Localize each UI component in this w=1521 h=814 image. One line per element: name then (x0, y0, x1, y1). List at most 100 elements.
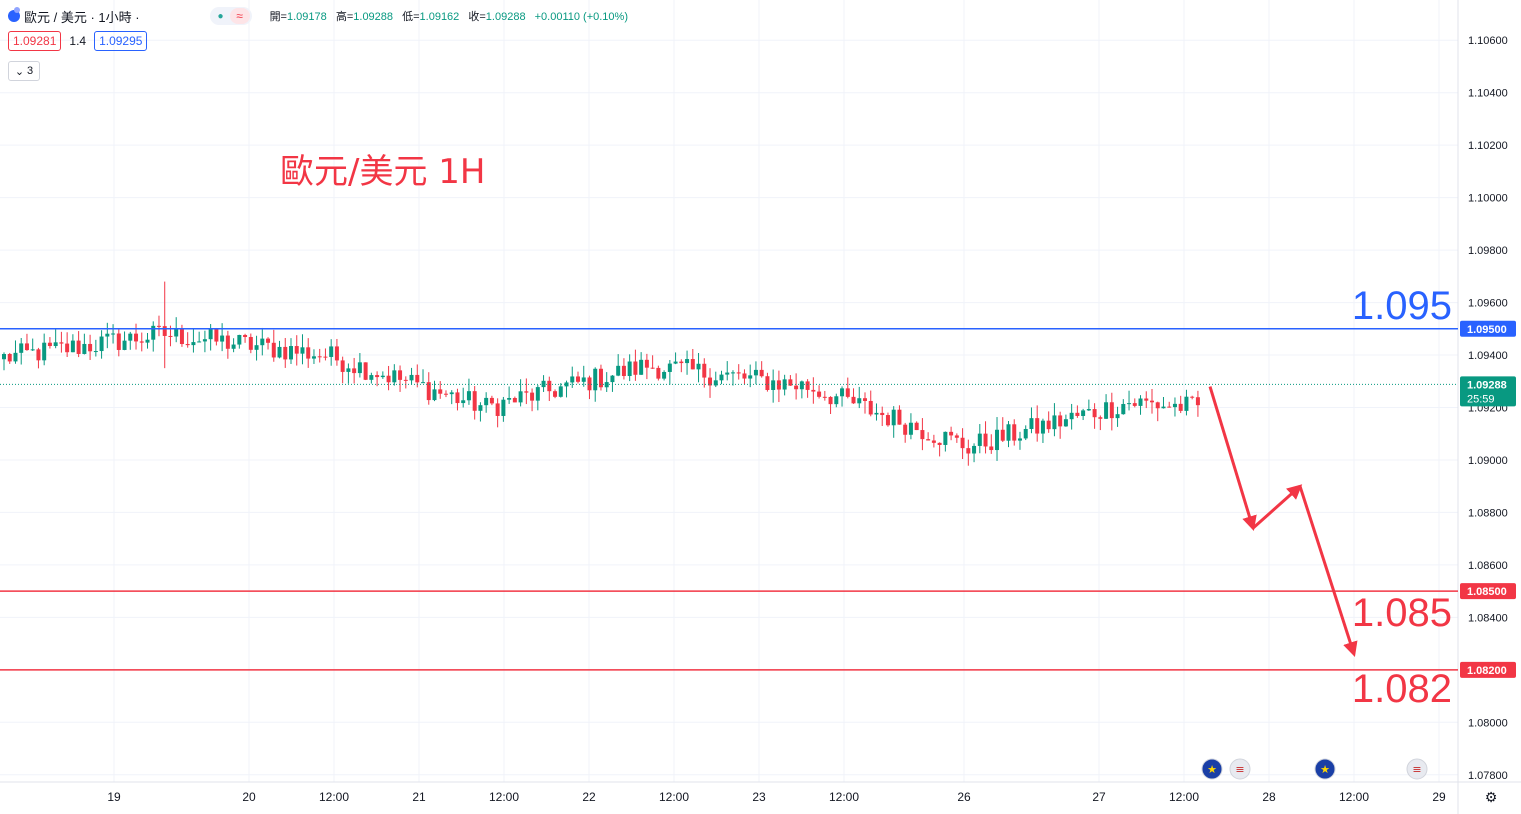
candle-body (1058, 415, 1063, 427)
candle-body (702, 363, 707, 378)
symbol-title[interactable]: 歐元 / 美元 · 1小時 · (24, 9, 140, 25)
candle-body (753, 369, 758, 376)
y-tick-label: 1.08000 (1468, 717, 1508, 729)
candle-body (857, 398, 862, 404)
candle-body (185, 344, 190, 346)
candle-body (438, 389, 443, 394)
candle-body (1104, 402, 1109, 419)
candle-body (1029, 418, 1034, 429)
candle-body (644, 359, 649, 368)
y-tick-label: 1.08600 (1468, 560, 1508, 572)
x-tick-label: 22 (582, 790, 596, 804)
candle-body (139, 341, 144, 343)
x-tick-label: 12:00 (659, 790, 689, 804)
indicators-toggle[interactable]: ⌄ 3 (8, 61, 40, 81)
candle-body (1040, 420, 1045, 434)
level-axis-tag-support-2 (1460, 661, 1516, 678)
sell-button[interactable]: 1.09281 (8, 31, 62, 51)
candle-body (306, 347, 311, 359)
candle-body (805, 381, 810, 390)
y-tick-label: 1.10600 (1468, 35, 1508, 47)
y-tick-label: 1.09800 (1468, 245, 1508, 257)
x-tick-label: 12:00 (1169, 790, 1199, 804)
candle-body (530, 392, 535, 401)
candle-body (1063, 419, 1068, 427)
candle-body (76, 340, 81, 354)
ohlc-open-label: 開= (269, 11, 287, 23)
candle-body (954, 435, 959, 438)
candle-body (776, 380, 781, 390)
currency-pair-icon (8, 7, 20, 22)
candle-body (667, 363, 672, 372)
candle-body (581, 377, 586, 382)
candle-body (633, 361, 638, 375)
level-axis-tag-support-1 (1460, 583, 1516, 600)
candle-body (742, 373, 747, 379)
candle-body (151, 325, 156, 340)
candle-body (880, 412, 885, 416)
candle-body (1017, 438, 1022, 441)
candle-body (283, 346, 288, 360)
candle-body (461, 400, 466, 404)
candle-body (989, 446, 994, 451)
candle-body (1000, 429, 1005, 441)
candle-body (59, 342, 64, 344)
buy-button[interactable]: 1.09295 (94, 31, 148, 51)
status-pill[interactable]: ● ≈ (209, 7, 252, 25)
candle-body (771, 380, 776, 390)
candle-body (415, 374, 420, 383)
candle-body (926, 439, 931, 441)
candle-body (294, 346, 299, 354)
candle-body (920, 430, 925, 440)
candle-body (593, 368, 598, 391)
x-tick-label: 20 (242, 790, 256, 804)
candle-body (352, 368, 357, 374)
projection-arrow (1208, 386, 1257, 532)
chart-title: 歐元/美元 1H (280, 152, 485, 192)
gear-icon[interactable]: ⚙ (1484, 788, 1498, 805)
us-flag-icon (1406, 758, 1428, 780)
candle-body (266, 338, 271, 343)
candle-body (357, 362, 362, 374)
candle-body (535, 387, 540, 401)
candle-body (507, 397, 512, 400)
candle-body (725, 372, 730, 375)
candle-body (685, 359, 690, 364)
candle-body (943, 431, 948, 445)
candle-body (472, 391, 477, 411)
x-tick-label: 26 (957, 790, 971, 804)
candle-body (828, 396, 833, 405)
eu-flag-icon (1201, 758, 1223, 780)
candle-body (1069, 412, 1074, 420)
level-big-label-support-2: 1.082 (1352, 667, 1452, 711)
candle-body (914, 422, 919, 431)
x-tick-label: 12:00 (1339, 790, 1369, 804)
candle-body (1109, 402, 1114, 419)
candle-body (197, 341, 202, 343)
candle-body (369, 375, 374, 380)
candle-body (489, 397, 494, 404)
candle-body (174, 327, 179, 337)
projection-arrow (1298, 485, 1358, 657)
candle-body (1035, 418, 1040, 434)
candle-body (392, 370, 397, 383)
candle-body (811, 389, 816, 392)
eu-flag-icon (1314, 758, 1336, 780)
candle-body (13, 352, 18, 362)
chart-header: 歐元 / 美元 · 1小時 · ● ≈ 開=1.09178 高=1.09288 … (8, 6, 634, 26)
candle-body (289, 346, 293, 360)
candle-body (346, 368, 351, 372)
candle-body (317, 356, 322, 358)
candle-body (145, 339, 150, 343)
candle-body (501, 399, 506, 416)
wave-icon: ≈ (229, 8, 250, 24)
candle-body (409, 374, 414, 381)
candle-body (713, 380, 718, 386)
candle-body (598, 368, 603, 388)
candle-body (340, 360, 345, 372)
candle-body (134, 333, 139, 342)
x-tick-label: 12:00 (319, 790, 349, 804)
candle-body (403, 379, 408, 381)
candle-body (1086, 409, 1091, 411)
